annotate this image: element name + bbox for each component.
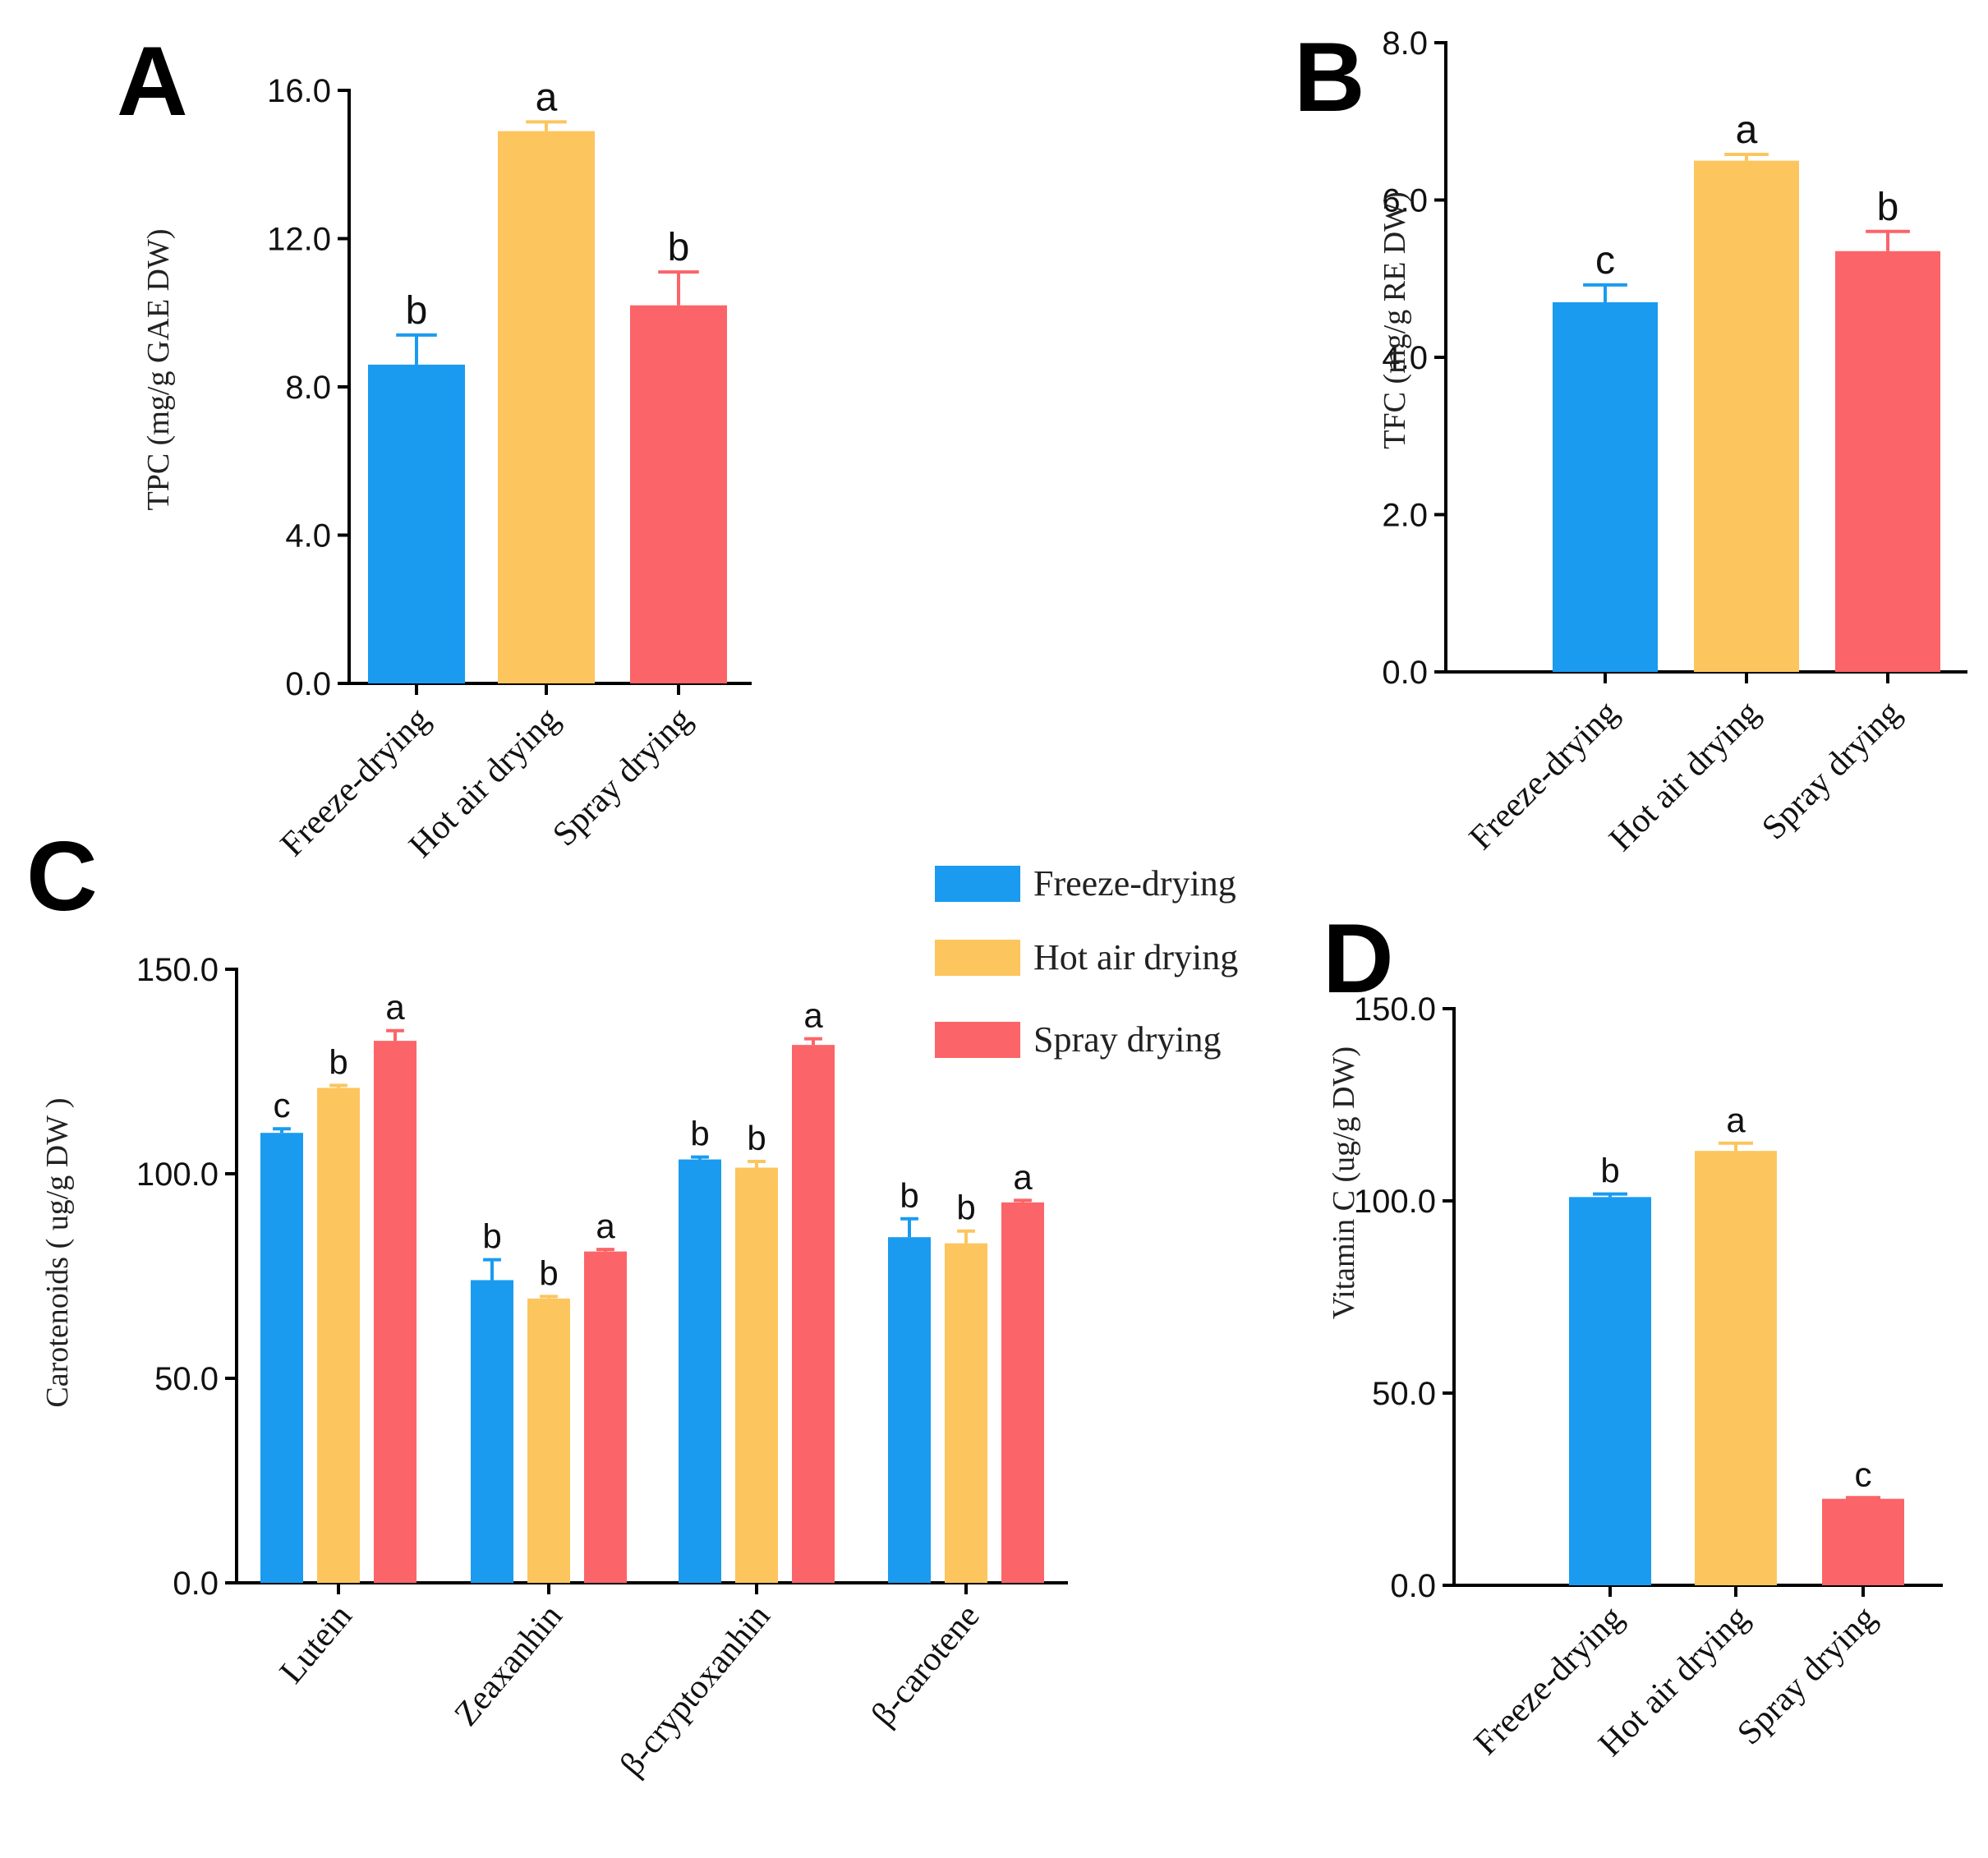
y-tick-label: 100.0 [1354,1184,1436,1220]
y-axis-title: Vitamin C (ug/g DW) [1327,1046,1361,1319]
y-tick-label: 0.0 [173,1566,219,1602]
panel-c: C 0.0 50.0 100.0 150.0 Carotenoids ( ug/g DW … [26,821,1068,1783]
y-tick-label: 8.0 [1382,25,1428,62]
bar [471,1280,513,1583]
panel-letter: D [1323,904,1394,1014]
bar [374,1041,416,1583]
bar [1695,1151,1777,1585]
significance-label: b [329,1042,347,1081]
bar [792,1045,835,1583]
bar [1569,1197,1651,1585]
y-tick-label: 0.0 [1390,1568,1436,1604]
significance-label: a [1736,108,1758,152]
y-axis-title: TFC (mg/g RE DW) [1378,191,1412,448]
bar [1553,301,1658,672]
y-tick-label: 16.0 [267,73,331,109]
y-tick-label: 4.0 [285,518,331,554]
bar [679,1159,721,1583]
significance-label: a [536,76,558,119]
bar [888,1237,931,1583]
y-tick-label: 0.0 [1382,655,1428,691]
legend-label: Freeze-drying [1033,863,1236,904]
y-tick-label: 150.0 [1354,991,1436,1028]
significance-label: b [406,289,428,333]
bar [527,1298,570,1583]
y-tick-label: 12.0 [267,222,331,258]
y-tick-label: 0.0 [285,666,331,702]
x-category-label: Lutein [273,1598,360,1691]
legend-swatch [935,1022,1020,1058]
significance-label: b [1877,186,1899,229]
x-category-label: Spray drying [545,701,699,854]
legend-label: Hot air drying [1033,937,1238,977]
legend-swatch [935,866,1020,902]
significance-label: a [1013,1157,1033,1196]
x-category-label: Hot air drying [1602,694,1767,859]
legend-swatch [935,940,1020,976]
panel-b: B 0.0 2.0 4.0 6.0 8.0 TFC (mg/g RE DW) Freeze-d… [1294,22,1967,858]
x-category-label: Zeaxanhin [447,1598,569,1733]
bar [630,305,727,683]
significance-label: b [482,1217,501,1256]
x-category-label: β-carotene [864,1598,987,1734]
significance-label: b [956,1189,975,1227]
panel-letter: B [1294,22,1365,132]
y-tick-label: 8.0 [285,370,331,406]
x-category-label: Spray drying [1755,694,1908,848]
bar [317,1088,360,1583]
x-category-label: Spray drying [1730,1599,1884,1753]
bar [584,1251,627,1583]
significance-label: b [900,1176,918,1215]
significance-label: a [385,988,405,1027]
y-tick-label: 150.0 [136,952,219,988]
bar [1822,1498,1904,1585]
x-category-label: β-cryptoxanhin [613,1598,777,1783]
significance-label: b [1600,1152,1619,1190]
y-axis-title: TPC (mg/g GAE DW) [141,228,176,510]
bar [1694,160,1799,672]
significance-label: b [539,1253,558,1292]
significance-label: a [803,996,823,1035]
legend: Freeze-drying Hot air drying Spray drying [935,863,1238,1060]
legend-label: Spray drying [1033,1019,1222,1060]
bar [735,1167,778,1583]
bar [260,1133,303,1583]
y-tick-label: 4.0 [1382,340,1428,376]
y-axis-title: Carotenoids ( ug/g DW ) [40,1097,75,1407]
significance-label: c [1595,239,1615,283]
y-tick-label: 6.0 [1382,183,1428,219]
y-tick-label: 50.0 [1372,1376,1436,1412]
bar [1835,251,1940,672]
bar [1001,1202,1044,1583]
significance-label: b [668,226,690,269]
bar [368,364,465,683]
y-tick-label: 50.0 [154,1361,219,1397]
significance-label: c [274,1086,291,1124]
significance-label: a [596,1207,615,1245]
panel-letter: A [117,26,188,136]
x-category-label: Freeze-drying [1462,694,1626,858]
significance-label: a [1726,1101,1746,1139]
y-tick-label: 100.0 [136,1157,219,1193]
bar [498,131,595,683]
bar [945,1243,987,1583]
y-tick-label: 2.0 [1382,498,1428,534]
significance-label: b [747,1119,766,1157]
significance-label: b [690,1115,709,1153]
panel-letter: C [26,821,98,931]
significance-label: c [1855,1455,1872,1493]
